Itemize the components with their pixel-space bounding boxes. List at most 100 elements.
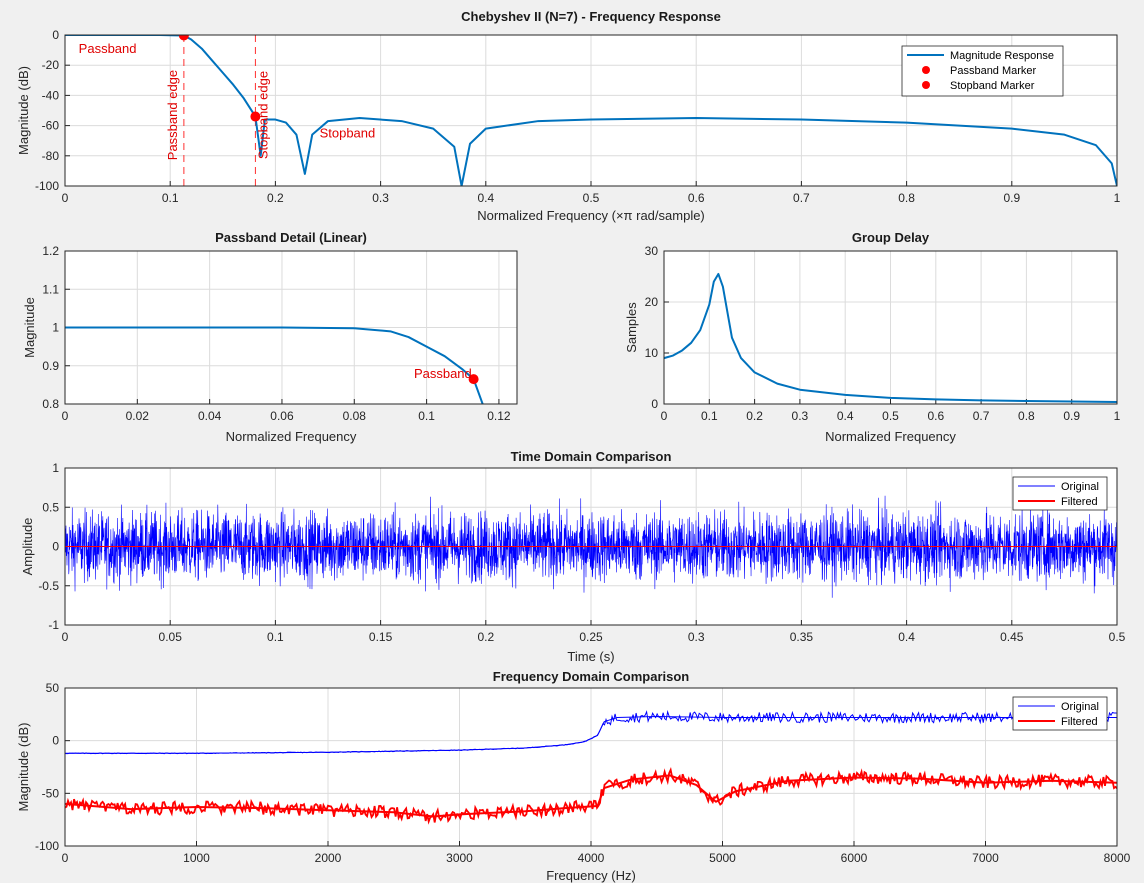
x-tick-label: 0 (62, 851, 69, 865)
chart-time_domain: 0 0.05 0.1 0.15 0.2 0.25 0.3 0.35 0.4 0.45 0.5 1 0.5… (20, 449, 1126, 664)
y-tick-label: 0.8 (42, 397, 59, 411)
x-tick-label: 0.6 (688, 191, 705, 205)
x-tick-label: 0.8 (898, 191, 915, 205)
x-tick-label: 0.12 (487, 409, 511, 423)
y-axis-label: Amplitude (20, 518, 35, 576)
axes-frame (64, 467, 1118, 626)
y-tick-label: -40 (42, 88, 60, 102)
x-axis-label: Time (s) (567, 649, 614, 664)
legend-entry: Stopband Marker (950, 80, 1035, 92)
y-tick-label: -0.5 (38, 579, 59, 593)
x-tick-label: 3000 (446, 851, 473, 865)
x-tick-label: 0.2 (267, 191, 284, 205)
x-tick-label: 0.5 (583, 191, 600, 205)
x-tick-label: 1 (1114, 409, 1121, 423)
legend-entry: Filtered (1061, 496, 1098, 508)
axes-frame (64, 687, 1118, 847)
x-tick-label: 0.6 (927, 409, 944, 423)
series-original-texture (65, 709, 1117, 755)
y-tick-label: 1 (52, 321, 59, 335)
axes-frame (64, 34, 1118, 187)
plot-series-group (65, 495, 1117, 598)
y-axis-label: Magnitude (22, 297, 37, 358)
x-tick-label: 0.4 (837, 409, 854, 423)
legend: Magnitude Response Passband Marker Stopban… (901, 45, 1064, 97)
series-magnitude-response (65, 35, 1117, 186)
annotation-label: Passband (414, 366, 472, 381)
x-tick-label: 0.9 (1063, 409, 1080, 423)
y-tick-label: 0.5 (42, 500, 59, 514)
x-tick-label: 0.2 (746, 409, 763, 423)
x-tick-label: 0 (62, 191, 69, 205)
series-line (664, 272, 1117, 403)
plot-series-group (65, 35, 1117, 186)
x-tick-label: 0.8 (1018, 409, 1035, 423)
x-tick-label: 0.1 (701, 409, 718, 423)
legend-entry: Magnitude Response (950, 50, 1054, 62)
y-tick-label: -50 (42, 786, 60, 800)
y-tick-label: 20 (645, 295, 659, 309)
chart-title: Passband Detail (Linear) (215, 230, 367, 245)
y-tick-label: 10 (645, 346, 659, 360)
annotation-label: Stopband (320, 126, 376, 141)
y-tick-label: 50 (46, 681, 60, 695)
x-tick-label: 0.5 (1109, 630, 1126, 644)
x-tick-label: 0.05 (159, 630, 183, 644)
legend: Original Filtered (1012, 696, 1108, 731)
chart-title: Frequency Domain Comparison (493, 669, 690, 684)
annotation-label: Passband (79, 41, 137, 56)
legend-entry: Filtered (1061, 716, 1098, 728)
x-tick-label: 0.35 (790, 630, 814, 644)
x-tick-label: 0.45 (1000, 630, 1024, 644)
x-tick-label: 0 (62, 409, 69, 423)
y-tick-label: -80 (42, 149, 60, 163)
plot-series-group (65, 709, 1117, 825)
marker-stopband-marker (250, 111, 261, 122)
y-tick-label: -100 (35, 179, 59, 193)
x-tick-label: 4000 (578, 851, 605, 865)
series-original-noise (65, 495, 1117, 598)
chart-title: Chebyshev II (N=7) - Frequency Response (461, 9, 721, 24)
x-tick-label: 1 (1114, 191, 1121, 205)
edge-label: Passband edge (165, 70, 180, 160)
x-tick-label: 0.3 (372, 191, 389, 205)
x-tick-label: 0.7 (793, 191, 810, 205)
x-tick-label: 0.1 (418, 409, 435, 423)
x-tick-label: 0.02 (126, 409, 150, 423)
x-tick-label: 0.2 (477, 630, 494, 644)
x-tick-label: 0 (661, 409, 668, 423)
legend-marker-swatch (922, 66, 930, 74)
legend-box (1012, 696, 1108, 731)
x-tick-label: 0.15 (369, 630, 393, 644)
x-axis-label: Normalized Frequency (×π rad/sample) (477, 208, 705, 223)
legend-entry: Passband Marker (950, 65, 1037, 77)
x-tick-label: 0.3 (688, 630, 705, 644)
y-axis-label: Samples (624, 302, 639, 353)
y-axis-label: Magnitude (dB) (16, 66, 31, 155)
y-tick-label: 30 (645, 244, 659, 258)
chart-title: Group Delay (852, 230, 930, 245)
y-tick-label: 1.1 (42, 282, 59, 296)
x-tick-label: 0.1 (162, 191, 179, 205)
x-axis-label: Frequency (Hz) (546, 868, 636, 883)
x-tick-label: 0.4 (898, 630, 915, 644)
x-tick-label: 0.1 (267, 630, 284, 644)
plot-series-group (664, 272, 1117, 403)
y-tick-label: -20 (42, 58, 60, 72)
x-tick-label: 0.06 (270, 409, 294, 423)
y-tick-label: 0 (52, 734, 59, 748)
x-tick-label: 0.9 (1003, 191, 1020, 205)
legend-entry: Original (1061, 481, 1099, 493)
y-tick-label: 0 (52, 540, 59, 554)
y-tick-label: 1.2 (42, 244, 59, 258)
x-tick-label: 0.04 (198, 409, 222, 423)
y-tick-label: 0 (651, 397, 658, 411)
chart-passband_detail: 0 0.02 0.04 0.06 0.08 0.1 0.12 0.8 0.9 1 1.1 1.2 Pas… (22, 230, 518, 444)
x-tick-label: 2000 (315, 851, 342, 865)
x-tick-label: 0.25 (579, 630, 603, 644)
y-axis-label: Magnitude (dB) (16, 723, 31, 812)
legend-entry: Original (1061, 701, 1099, 713)
y-tick-label: -60 (42, 119, 60, 133)
marker-point (468, 374, 479, 385)
